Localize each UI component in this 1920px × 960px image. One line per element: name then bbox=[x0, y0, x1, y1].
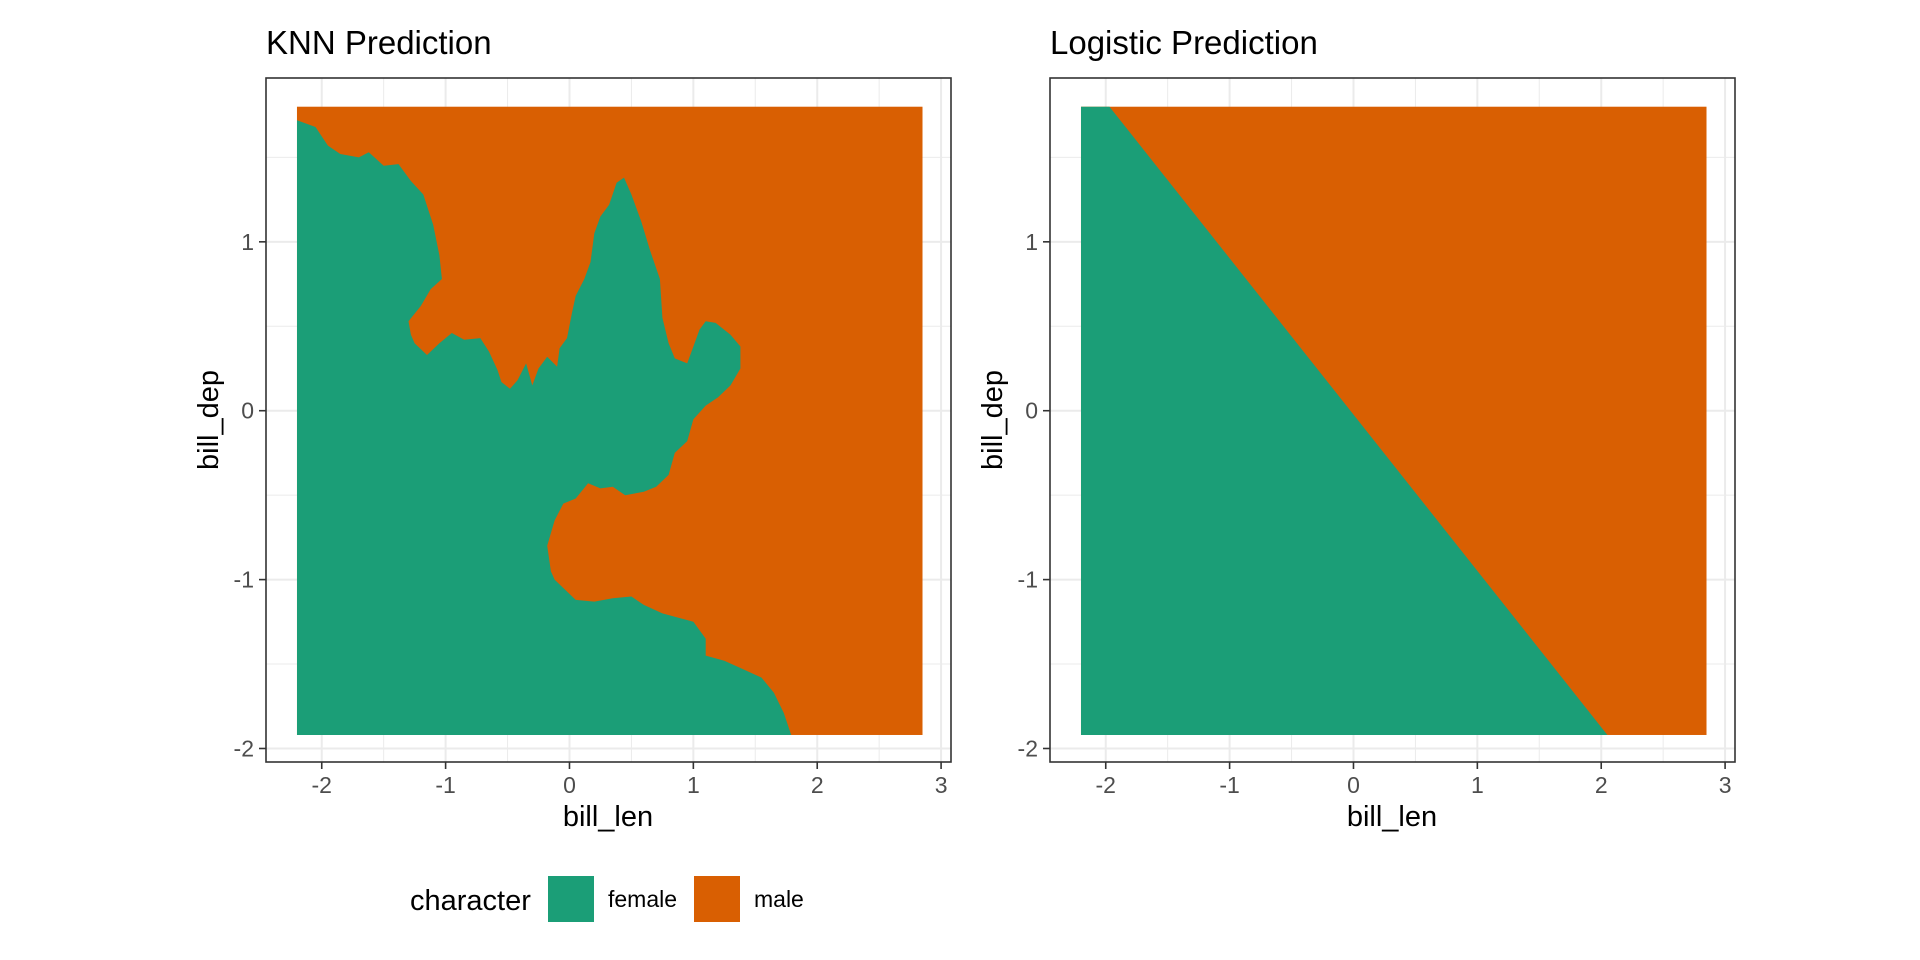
x-axis-ticks: -2 -1 0 1 2 3 bbox=[312, 762, 948, 798]
prediction-regions bbox=[1080, 106, 1707, 735]
legend-label-male: male bbox=[754, 886, 804, 912]
y-tick-label: -1 bbox=[234, 567, 254, 593]
panel-border bbox=[265, 77, 952, 763]
x-tick-label: 0 bbox=[563, 772, 576, 798]
y-tick-label: 1 bbox=[1025, 229, 1038, 255]
x-tick-label: 2 bbox=[811, 772, 824, 798]
y-axis-title: bill_dep bbox=[193, 370, 225, 470]
panel-title: KNN Prediction bbox=[266, 24, 492, 61]
panel-knn: KNN Prediction -2 -1 0 1 2 3 -2-101 bill_len … bbox=[193, 24, 952, 833]
legend-key-female bbox=[548, 876, 594, 922]
x-tick-label: 1 bbox=[1471, 772, 1484, 798]
x-tick-label: 1 bbox=[687, 772, 700, 798]
region-female bbox=[1081, 106, 1608, 735]
panel-logistic: Logistic Prediction -2 -1 0 1 2 3 -2 -1 0 1 bill… bbox=[977, 24, 1736, 833]
panel-title: Logistic Prediction bbox=[1050, 24, 1318, 61]
y-tick-label: 0 bbox=[1025, 398, 1038, 424]
region-female bbox=[297, 120, 792, 735]
x-axis-title: bill_len bbox=[1347, 801, 1437, 833]
legend: character female male bbox=[410, 876, 804, 922]
y-tick-label: -1 bbox=[1018, 567, 1038, 593]
panel-border bbox=[1049, 77, 1736, 763]
y-axis-ticks: -2 -1 0 1 bbox=[1018, 229, 1050, 761]
prediction-regions bbox=[296, 106, 923, 735]
legend-label-female: female bbox=[608, 886, 677, 912]
x-tick-label: -2 bbox=[1096, 772, 1116, 798]
x-tick-label: -1 bbox=[435, 772, 455, 798]
x-axis-ticks: -2 -1 0 1 2 3 bbox=[1096, 762, 1732, 798]
y-axis-ticks: -2 -1 0 1 bbox=[234, 229, 266, 761]
legend-key-male bbox=[694, 876, 740, 922]
x-tick-label: -2 bbox=[312, 772, 332, 798]
y-axis-title: bill_dep bbox=[977, 370, 1009, 470]
x-tick-label: 3 bbox=[1719, 772, 1732, 798]
y-tick-label: -2 bbox=[234, 735, 254, 761]
legend-title: character bbox=[410, 885, 531, 917]
y-tick-label: 1 bbox=[241, 229, 254, 255]
x-tick-label: 2 bbox=[1595, 772, 1608, 798]
x-tick-label: -1 bbox=[1219, 772, 1239, 798]
x-tick-label: 0 bbox=[1347, 772, 1360, 798]
x-axis-title: bill_len bbox=[563, 801, 653, 833]
y-tick-label: -2 bbox=[1018, 735, 1038, 761]
y-tick-label: 0 bbox=[241, 398, 254, 424]
x-tick-label: 3 bbox=[935, 772, 948, 798]
